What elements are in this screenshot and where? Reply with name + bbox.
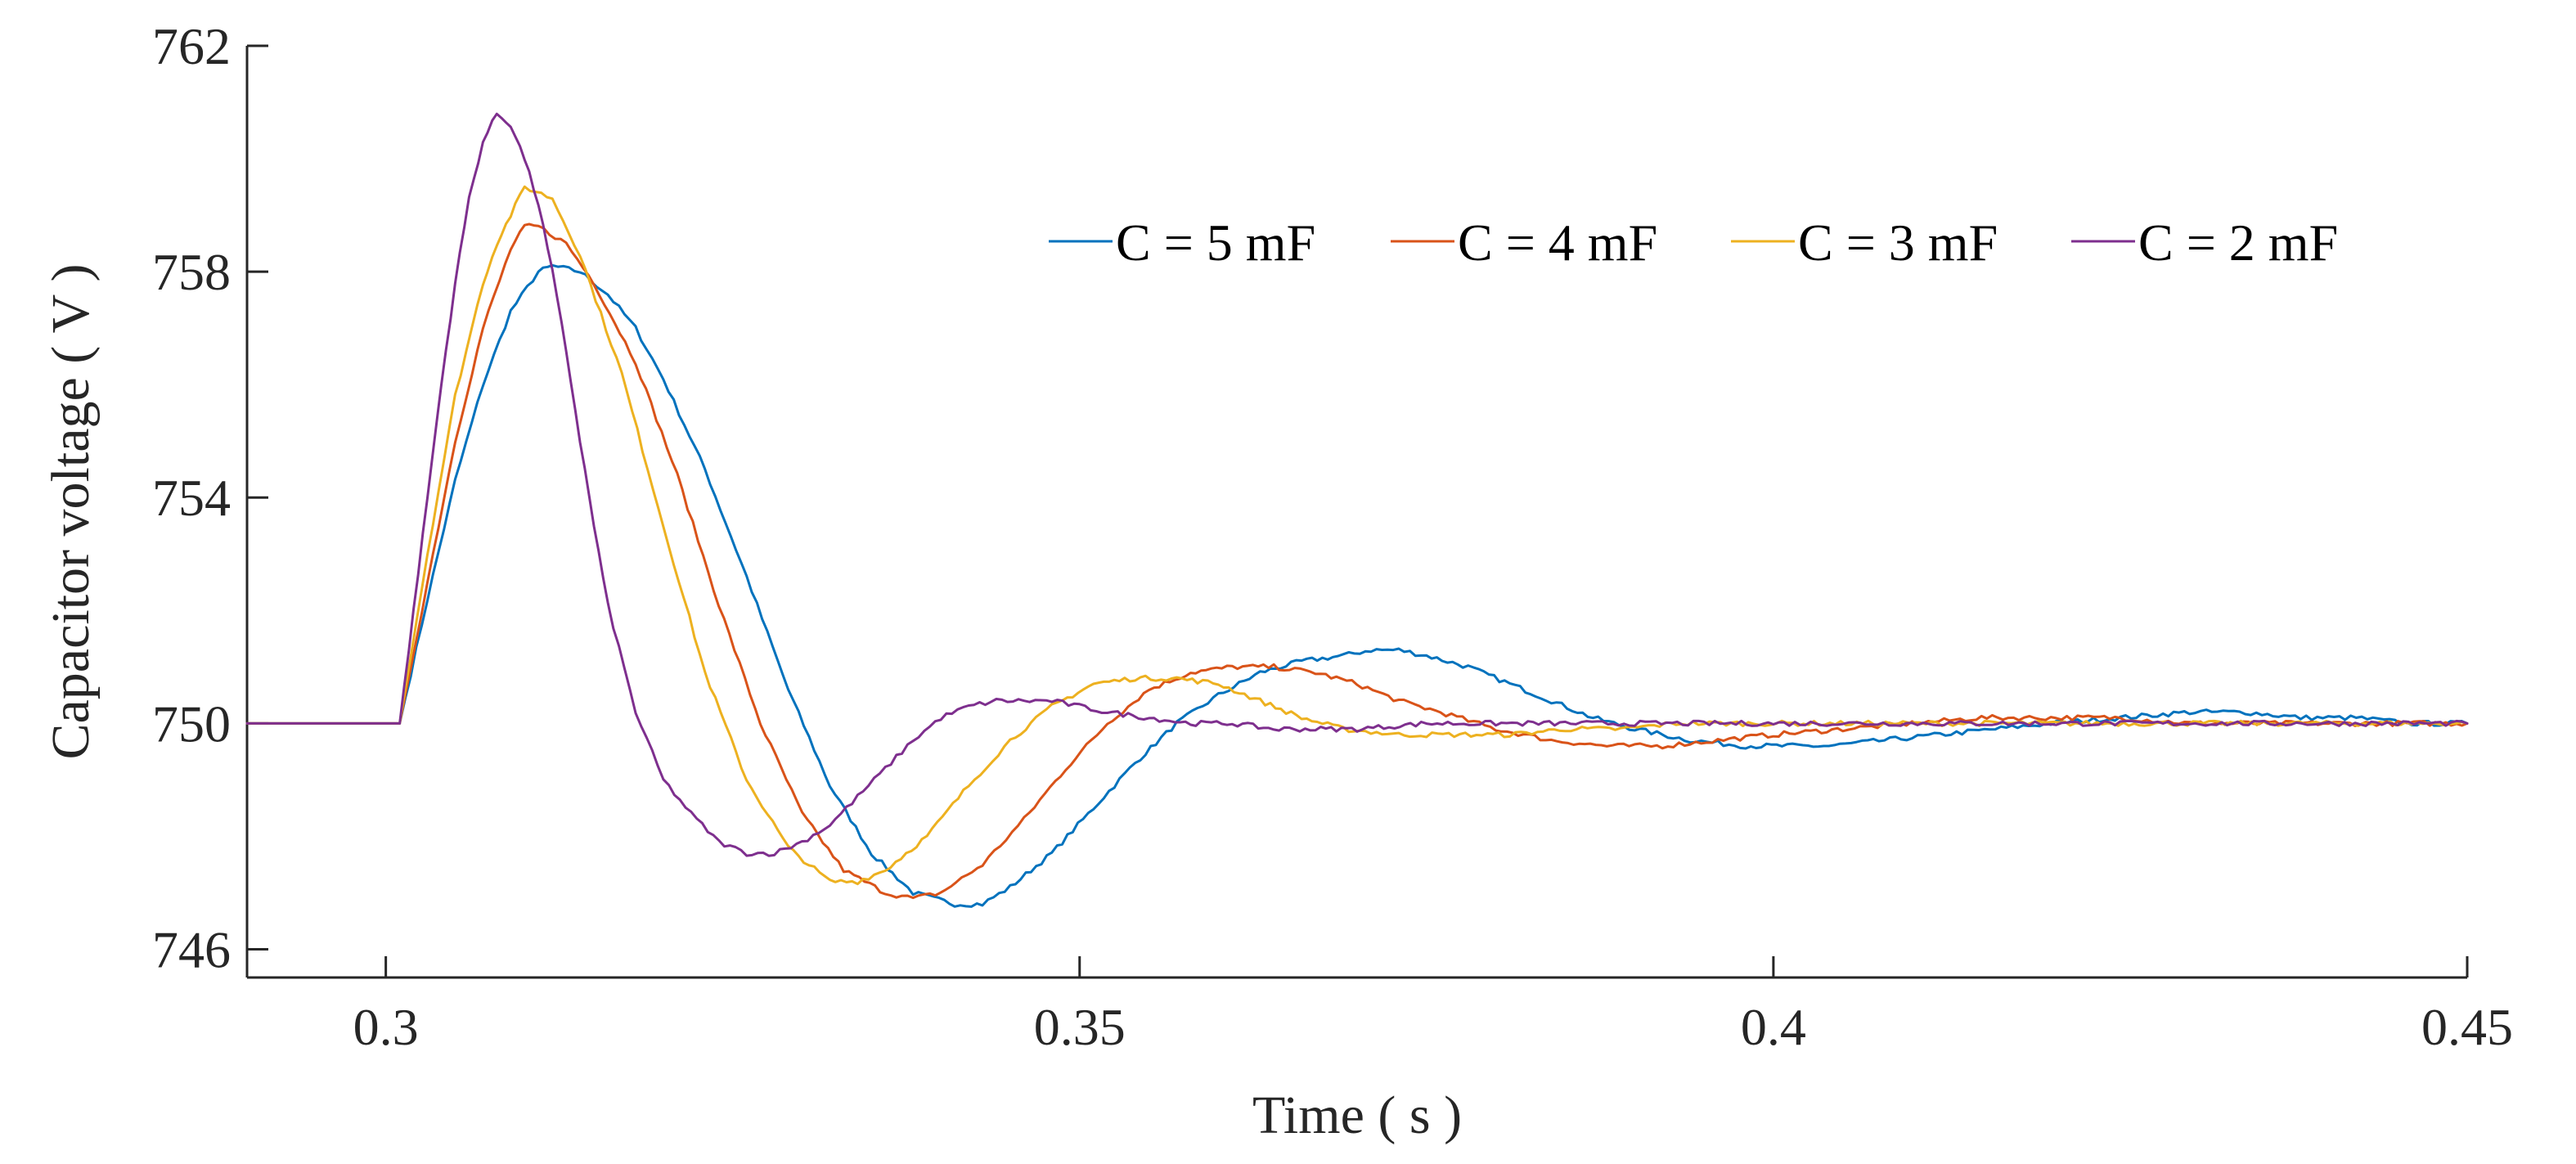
x-tick-label: 0.3 — [353, 998, 419, 1056]
x-tick-label: 0.35 — [1034, 998, 1126, 1056]
legend-label-1: C = 5 mF — [1116, 213, 1315, 272]
series-group — [245, 112, 2469, 908]
y-axis-title: Capacitor voltage ( V ) — [41, 263, 101, 759]
legend-label-4: C = 2 mF — [2138, 213, 2338, 272]
x-axis-ticks: 0.3 0.35 0.4 0.45 — [353, 956, 2513, 1056]
y-tick-label: 758 — [152, 243, 231, 301]
series-line-1 — [245, 263, 2469, 908]
legend-label-3: C = 3 mF — [1798, 213, 1998, 272]
y-tick-label: 754 — [152, 469, 231, 527]
series-line-2 — [245, 222, 2469, 900]
y-axis-ticks: 746 750 754 758 762 — [152, 17, 268, 978]
y-tick-label: 762 — [152, 17, 231, 75]
x-tick-label: 0.45 — [2421, 998, 2513, 1056]
x-axis-title: Time ( s ) — [1252, 1085, 1462, 1145]
series-line-4 — [245, 112, 2469, 857]
legend-label-2: C = 4 mF — [1458, 213, 1657, 272]
y-tick-label: 750 — [152, 694, 231, 753]
series-line-3 — [245, 185, 2469, 886]
x-tick-label: 0.4 — [1741, 998, 1806, 1056]
legend: C = 5 mF C = 4 mF C = 3 mF C = 2 mF — [1049, 213, 2338, 272]
y-tick-label: 746 — [152, 920, 231, 978]
